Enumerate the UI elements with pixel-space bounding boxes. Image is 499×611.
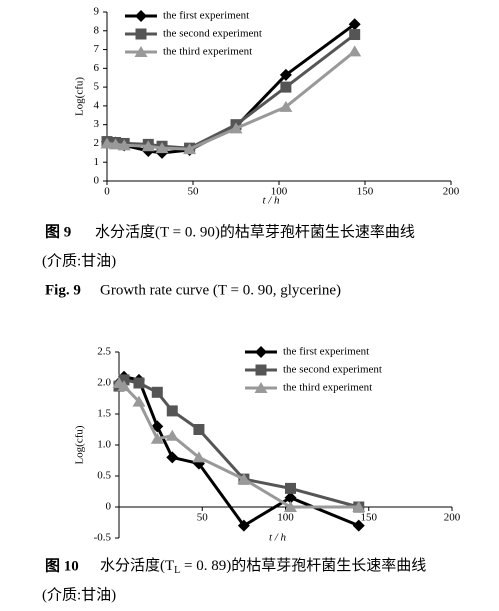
series-line bbox=[118, 381, 359, 509]
y-tick-label: 7 bbox=[94, 43, 100, 55]
series-line bbox=[106, 22, 356, 155]
y-tick-label: 2.0 bbox=[97, 377, 111, 389]
x-tick-label: 200 bbox=[443, 186, 460, 198]
x-axis-label: t / h bbox=[262, 195, 280, 207]
caption-text: Growth rate curve (T = 0. 90, glycerine) bbox=[100, 282, 341, 298]
legend-label: the second experiment bbox=[163, 28, 262, 40]
marker bbox=[155, 142, 169, 154]
x-tick-label: 150 bbox=[357, 186, 374, 198]
y-tick-label: 6 bbox=[94, 62, 100, 74]
caption-text: 水分活度(TL = 0. 89)的枯草芽孢杆菌生长速率曲线 bbox=[100, 557, 426, 576]
x-tick-label: 200 bbox=[444, 512, 461, 524]
marker bbox=[117, 139, 131, 151]
marker bbox=[193, 424, 205, 435]
marker bbox=[150, 432, 164, 444]
marker bbox=[279, 100, 293, 112]
marker bbox=[280, 81, 292, 93]
legend-marker bbox=[255, 364, 267, 376]
legend-marker bbox=[135, 10, 147, 22]
marker bbox=[348, 18, 361, 31]
marker bbox=[100, 137, 114, 149]
legend-label: the second experiment bbox=[283, 364, 382, 376]
y-tick-label: 1 bbox=[94, 156, 100, 168]
series-line bbox=[117, 375, 360, 528]
y-tick-label: 0.5 bbox=[97, 470, 111, 482]
y-axis-label: Log(cfu) bbox=[74, 425, 86, 464]
caption-text: (介质:甘油) bbox=[42, 252, 116, 269]
marker bbox=[352, 519, 365, 532]
marker bbox=[349, 29, 361, 41]
marker bbox=[283, 501, 297, 512]
marker bbox=[133, 377, 145, 389]
marker bbox=[229, 122, 243, 134]
y-tick-label: 5 bbox=[94, 81, 100, 93]
legend-marker bbox=[255, 346, 267, 358]
y-tick-label: 0 bbox=[94, 175, 100, 187]
y-tick-label: 1.5 bbox=[97, 408, 111, 420]
caption-part: = 0. 89)的枯草芽孢杆菌生长速率曲线 bbox=[180, 557, 426, 574]
x-tick-label: 100 bbox=[277, 512, 294, 524]
y-tick-label: 3 bbox=[94, 118, 100, 130]
series-line bbox=[106, 50, 356, 151]
marker bbox=[348, 45, 362, 57]
y-tick-label: 9 bbox=[94, 6, 100, 18]
legend-label: the third experiment bbox=[283, 382, 372, 394]
y-tick-label: 4 bbox=[94, 99, 100, 111]
caption-subscript: L bbox=[174, 565, 180, 576]
marker bbox=[284, 491, 297, 504]
y-tick-label: -0.5 bbox=[94, 532, 112, 544]
caption-label: Fig. 9 bbox=[45, 282, 81, 298]
caption-part: 水分活度(T bbox=[100, 557, 174, 574]
marker bbox=[151, 386, 163, 398]
marker bbox=[117, 380, 131, 392]
caption-label: 图 9 bbox=[45, 223, 71, 240]
x-tick-label: 50 bbox=[188, 186, 200, 198]
marker bbox=[279, 68, 292, 81]
marker bbox=[237, 473, 251, 485]
marker bbox=[192, 451, 206, 463]
y-tick-label: 2.5 bbox=[97, 346, 111, 358]
legend-label: the third experiment bbox=[163, 46, 252, 58]
caption-label: 图 10 bbox=[45, 557, 79, 574]
marker bbox=[284, 482, 296, 494]
marker bbox=[183, 143, 197, 155]
x-tick-label: 150 bbox=[361, 512, 378, 524]
y-axis-label: Log(cfu) bbox=[74, 77, 86, 116]
x-tick-label: 100 bbox=[271, 186, 288, 198]
marker bbox=[166, 405, 178, 417]
marker bbox=[109, 138, 123, 150]
x-axis-label: t / h bbox=[269, 532, 287, 544]
legend-marker bbox=[134, 46, 148, 57]
marker bbox=[237, 519, 250, 532]
marker bbox=[165, 429, 179, 441]
marker bbox=[132, 395, 146, 407]
marker bbox=[352, 501, 366, 512]
caption-text: (介质:甘油) bbox=[42, 586, 116, 603]
legend-marker bbox=[135, 28, 147, 40]
marker bbox=[166, 451, 179, 464]
legend-label: the first experiment bbox=[163, 10, 249, 22]
y-tick-label: 8 bbox=[94, 24, 100, 36]
legend-marker bbox=[254, 382, 268, 393]
y-tick-label: 1.0 bbox=[97, 439, 111, 451]
marker bbox=[141, 140, 155, 152]
legend-label: the first experiment bbox=[283, 346, 369, 358]
y-tick-label: 0 bbox=[106, 501, 112, 513]
x-tick-label: 50 bbox=[197, 512, 209, 524]
y-tick-label: 2 bbox=[94, 137, 100, 149]
caption-text: 水分活度(T = 0. 90)的枯草芽孢杆菌生长速率曲线 bbox=[95, 223, 415, 240]
x-tick-label: 0 bbox=[104, 186, 110, 198]
